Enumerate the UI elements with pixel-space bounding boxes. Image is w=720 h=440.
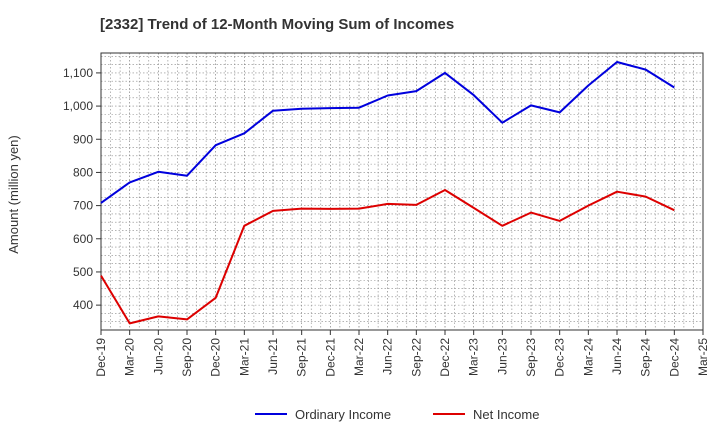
plot-border <box>100 52 704 331</box>
y-tick-label: 400 <box>73 298 93 312</box>
y-tick-label: 500 <box>73 265 93 279</box>
x-tick-label: Sep-24 <box>639 338 653 377</box>
series-line-ordinary-income <box>100 61 675 204</box>
x-tick-label: Mar-21 <box>237 338 251 376</box>
x-tick-label: Jun-21 <box>266 338 280 375</box>
x-tick-label: Dec-22 <box>438 338 452 377</box>
x-tick-label: Dec-23 <box>553 338 567 377</box>
x-tick-label: Jun-23 <box>495 338 509 375</box>
x-tick-label: Mar-23 <box>467 338 481 376</box>
x-tick-label: Dec-21 <box>323 338 337 377</box>
x-tick-label: Dec-24 <box>667 338 681 377</box>
plot-area <box>101 53 703 330</box>
y-axis-label: Amount (million yen) <box>6 135 21 254</box>
x-tick-label: Jun-22 <box>381 338 395 375</box>
y-tick-label: 1,100 <box>63 66 93 80</box>
x-tick-label: Mar-25 <box>696 338 710 376</box>
legend-label-ordinary-income: Ordinary Income <box>295 407 391 422</box>
x-tick-label: Sep-23 <box>524 338 538 377</box>
x-tick-label: Sep-20 <box>180 338 194 377</box>
chart-title: [2332] Trend of 12-Month Moving Sum of I… <box>100 16 455 33</box>
x-tick-label: Sep-21 <box>295 338 309 377</box>
x-tick-label: Mar-20 <box>123 338 137 376</box>
x-tick-label: Sep-22 <box>409 338 423 377</box>
y-tick-label: 800 <box>73 165 93 179</box>
x-tick-label: Mar-24 <box>581 338 595 376</box>
y-tick-label: 1,000 <box>63 99 93 113</box>
x-tick-label: Jun-20 <box>151 338 165 375</box>
y-tick-label: 900 <box>73 132 93 146</box>
x-tick-label: Jun-24 <box>610 338 624 375</box>
x-tick-label: Mar-22 <box>352 338 366 376</box>
x-tick-label: Dec-19 <box>94 338 108 377</box>
y-tick-label: 700 <box>73 199 93 213</box>
series-line-net-income <box>100 189 675 325</box>
x-tick-label: Dec-20 <box>209 338 223 377</box>
legend-label-net-income: Net Income <box>473 407 539 422</box>
y-tick-label: 600 <box>73 232 93 246</box>
